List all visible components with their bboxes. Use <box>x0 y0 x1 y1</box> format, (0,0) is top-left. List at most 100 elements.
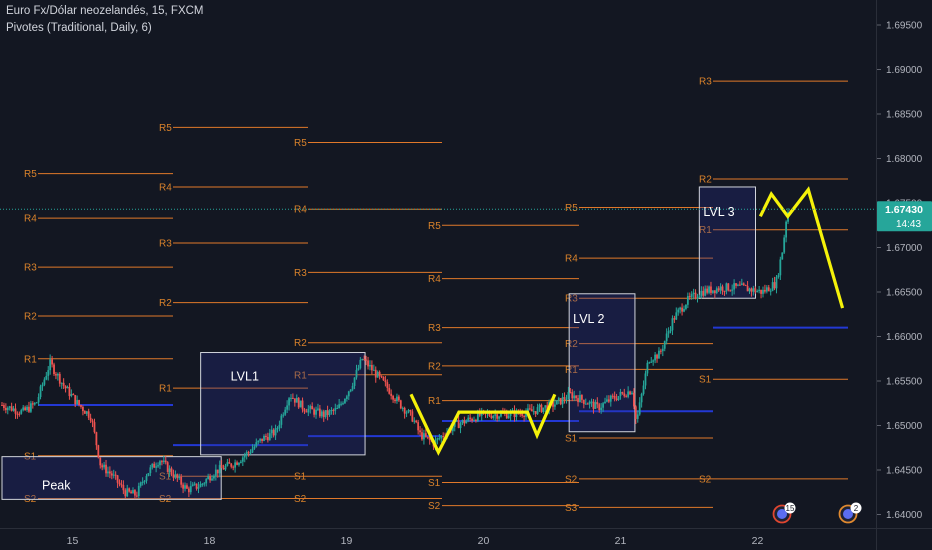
y-tick-label: 1.64000 <box>886 510 923 521</box>
candle-body <box>779 259 782 276</box>
candle-body <box>623 393 626 397</box>
candle-body <box>669 330 672 332</box>
candle-body <box>773 282 776 289</box>
candle-body <box>756 290 759 293</box>
current-price-tag[interactable] <box>877 201 932 232</box>
candle-body <box>301 400 304 410</box>
y-tick-label: 1.68000 <box>886 154 923 165</box>
candle-body <box>615 398 618 400</box>
candle-body <box>290 397 292 399</box>
candle-body <box>586 403 589 405</box>
candle-body <box>12 408 15 411</box>
candle-body <box>719 286 722 291</box>
candle-body <box>218 465 221 474</box>
candle-body <box>147 473 150 476</box>
candle-body <box>157 465 159 467</box>
candle-body <box>633 392 635 407</box>
x-tick-label: 21 <box>615 535 627 547</box>
candle-body <box>243 455 246 458</box>
candle-body <box>18 413 21 415</box>
level-box-4[interactable] <box>698 186 757 299</box>
candle-body <box>322 411 325 417</box>
candle-body <box>82 406 84 412</box>
candle-body <box>694 292 697 299</box>
candle-body <box>692 292 695 295</box>
candle-body <box>492 415 495 419</box>
pivot-label-r2: R2 <box>24 312 37 323</box>
candles <box>1 208 791 500</box>
candle-body <box>465 420 468 424</box>
candle-body <box>467 417 470 421</box>
candle-body <box>280 415 283 425</box>
event-badges[interactable]: 15 2 <box>772 502 862 524</box>
candle-body <box>49 359 52 371</box>
candle-body <box>228 462 231 464</box>
candle-body <box>139 482 142 486</box>
pivot-label-r5: R5 <box>428 221 441 232</box>
candle-body <box>245 452 248 456</box>
candle-body <box>56 373 59 376</box>
candle-body <box>315 409 317 415</box>
pivot-label-s1: S1 <box>699 375 712 386</box>
candle-body <box>646 362 649 374</box>
candle-body <box>527 408 529 413</box>
candle-body <box>55 374 57 376</box>
candle-body <box>232 466 235 468</box>
candle-body <box>259 438 262 441</box>
candle-body <box>236 462 238 465</box>
candle-body <box>361 359 364 361</box>
candle-body <box>184 485 186 489</box>
candle-body <box>390 393 393 396</box>
candle-body <box>764 289 766 292</box>
candle-body <box>440 436 443 439</box>
candle-body <box>197 487 200 489</box>
candle-body <box>6 407 9 411</box>
projection-path-2[interactable] <box>758 186 845 309</box>
candle-body <box>249 452 252 454</box>
projection-paths[interactable] <box>409 186 845 456</box>
candle-body <box>58 373 61 384</box>
candle-body <box>702 290 705 296</box>
candle-body <box>571 392 574 399</box>
candle-body <box>328 410 331 416</box>
y-tick-label: 1.69000 <box>886 65 923 76</box>
candle-body <box>397 396 400 401</box>
candle-body <box>580 395 583 400</box>
candle-body <box>528 408 531 410</box>
candle-body <box>602 403 604 408</box>
candle-body <box>120 484 123 486</box>
candle-body <box>201 483 204 485</box>
candle-body <box>712 290 714 293</box>
candle-body <box>241 457 244 462</box>
candle-body <box>671 318 674 331</box>
pivot-label-s1: S1 <box>428 478 441 489</box>
time-axis[interactable]: 15 18 19 20 21 22 <box>0 529 876 550</box>
candle-body <box>324 410 327 417</box>
candle-body <box>675 312 678 320</box>
pivot-label-s2: S2 <box>565 474 578 485</box>
y-tick-label: 1.65000 <box>886 421 923 432</box>
level-box-1[interactable] <box>1 456 222 500</box>
candle-body <box>509 411 512 417</box>
candle-body <box>563 397 566 400</box>
candle-body <box>78 400 80 405</box>
candle-body <box>652 360 655 362</box>
candle-body <box>421 432 423 440</box>
candle-body <box>130 491 132 494</box>
projection-path-1[interactable] <box>409 393 557 456</box>
event-badge-count-bg <box>784 502 796 514</box>
candle-body <box>686 296 689 305</box>
candle-body <box>141 482 144 484</box>
candle-body <box>565 399 568 401</box>
pivot-label-r2: R2 <box>159 298 172 309</box>
level-box-2[interactable] <box>200 352 366 456</box>
candle-body <box>588 401 591 405</box>
candle-body <box>611 395 614 397</box>
candle-body <box>555 400 558 405</box>
candle-body <box>272 429 275 436</box>
candle-body <box>72 394 75 396</box>
candle-body <box>636 414 639 419</box>
candle-body <box>735 283 737 286</box>
